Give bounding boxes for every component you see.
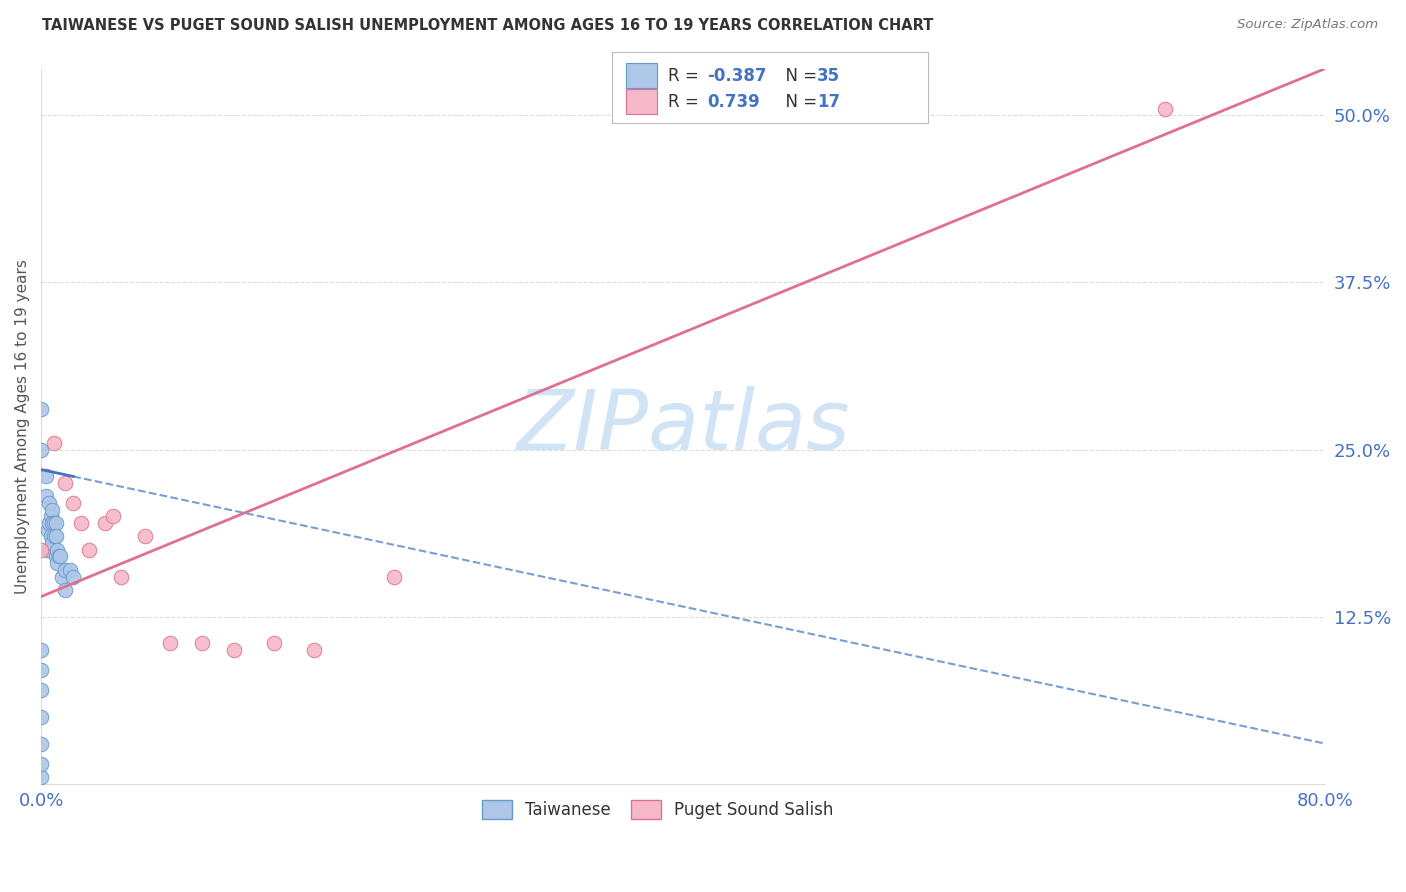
Point — [46, 542, 69, 557]
Point — [30, 756, 52, 771]
Text: 17: 17 — [817, 93, 839, 111]
Text: R =: R = — [668, 93, 704, 111]
Legend: Taiwanese, Puget Sound Salish: Taiwanese, Puget Sound Salish — [475, 793, 839, 825]
Point — [42, 516, 65, 530]
Point — [45, 516, 67, 530]
Point — [382, 569, 405, 583]
Point — [42, 435, 65, 450]
Point — [30, 683, 52, 698]
Point — [30, 710, 52, 724]
Y-axis label: Unemployment Among Ages 16 to 19 years: Unemployment Among Ages 16 to 19 years — [15, 259, 30, 593]
Point — [263, 636, 285, 650]
Point — [39, 529, 62, 543]
Point — [302, 643, 325, 657]
Point — [38, 542, 60, 557]
Text: TAIWANESE VS PUGET SOUND SALISH UNEMPLOYMENT AMONG AGES 16 TO 19 YEARS CORRELATI: TAIWANESE VS PUGET SOUND SALISH UNEMPLOY… — [42, 18, 934, 33]
Point — [49, 549, 72, 564]
Text: N =: N = — [775, 93, 823, 111]
Point — [53, 563, 76, 577]
Point — [45, 529, 67, 543]
Point — [1153, 102, 1175, 116]
Point — [59, 563, 82, 577]
Text: 35: 35 — [817, 67, 839, 85]
Text: Source: ZipAtlas.com: Source: ZipAtlas.com — [1237, 18, 1378, 31]
Point — [134, 529, 156, 543]
Point — [42, 529, 65, 543]
Point — [48, 549, 70, 564]
Point — [41, 502, 63, 516]
Text: -0.387: -0.387 — [707, 67, 766, 85]
Point — [190, 636, 212, 650]
Point — [77, 542, 100, 557]
Point — [30, 770, 52, 784]
Point — [70, 516, 93, 530]
Point — [30, 643, 52, 657]
Point — [159, 636, 181, 650]
Point — [30, 402, 52, 417]
Point — [38, 496, 60, 510]
Point — [62, 496, 84, 510]
Point — [37, 542, 59, 557]
Point — [222, 643, 245, 657]
Point — [30, 663, 52, 677]
Point — [94, 516, 117, 530]
Point — [35, 489, 58, 503]
Point — [35, 469, 58, 483]
Point — [53, 475, 76, 490]
Point — [30, 442, 52, 457]
Point — [53, 582, 76, 597]
Point — [41, 536, 63, 550]
Point — [46, 556, 69, 570]
Point — [110, 569, 132, 583]
Point — [45, 549, 67, 564]
Text: N =: N = — [775, 67, 823, 85]
Point — [62, 569, 84, 583]
Point — [30, 542, 52, 557]
Point — [41, 516, 63, 530]
Text: 0.739: 0.739 — [707, 93, 761, 111]
Point — [38, 516, 60, 530]
Point — [103, 509, 125, 524]
Point — [30, 737, 52, 751]
Text: ZIPatlas: ZIPatlas — [516, 385, 851, 467]
Point — [51, 569, 73, 583]
Point — [39, 509, 62, 524]
Point — [37, 523, 59, 537]
Text: R =: R = — [668, 67, 704, 85]
